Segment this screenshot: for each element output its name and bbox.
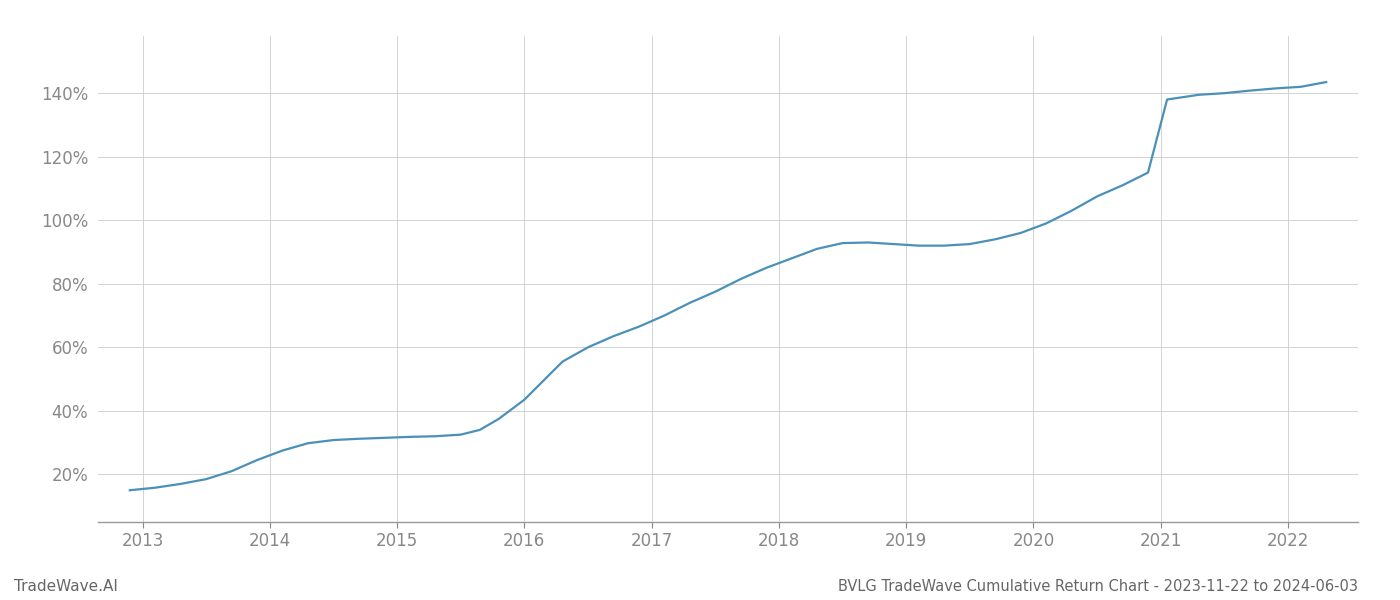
Text: TradeWave.AI: TradeWave.AI [14, 579, 118, 594]
Text: BVLG TradeWave Cumulative Return Chart - 2023-11-22 to 2024-06-03: BVLG TradeWave Cumulative Return Chart -… [839, 579, 1358, 594]
